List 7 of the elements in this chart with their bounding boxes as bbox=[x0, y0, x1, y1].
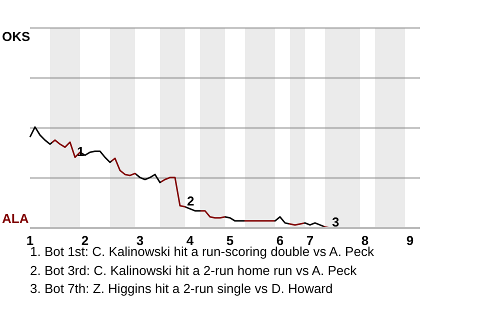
text: 3. Bot 7th: Z. Higgins hit a 2-run single vs D. Howard bbox=[30, 280, 334, 298]
text: 2. Bot 3rd: C. Kalinowski hit a 2-run home run vs A. Peck bbox=[30, 262, 358, 280]
text: OKS bbox=[2, 29, 30, 44]
annotation: 2 bbox=[187, 193, 194, 208]
x-tick-label: 9 bbox=[406, 233, 414, 248]
annotation: 3 bbox=[332, 214, 340, 230]
text: ALA bbox=[2, 211, 29, 226]
